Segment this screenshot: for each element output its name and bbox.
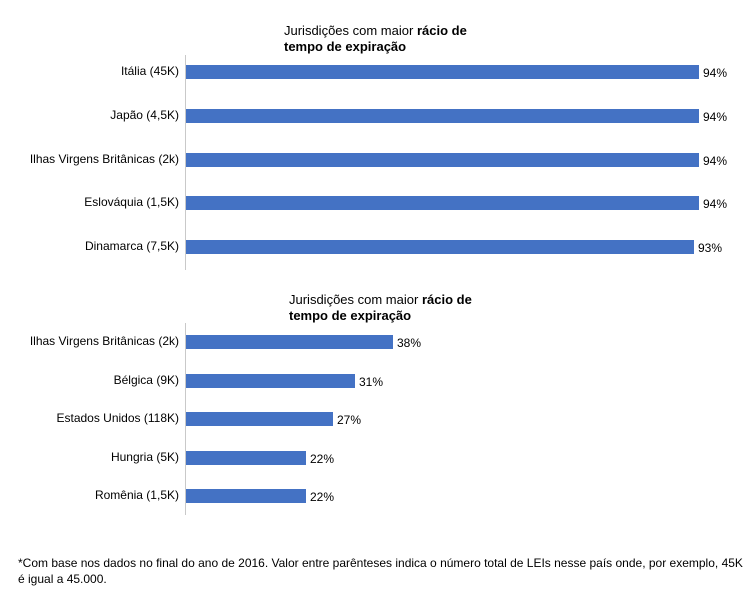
- chart-top-category-label: Eslováquia (1,5K): [84, 195, 179, 210]
- chart-bottom-category-label: Estados Unidos (118K): [56, 411, 179, 425]
- chart-bottom-title-prefix: Jurisdições com maior: [289, 292, 419, 307]
- chart-top-axis: [185, 55, 186, 270]
- chart-top-value-label: 94%: [703, 197, 728, 212]
- chart-top-bar: [186, 152, 699, 167]
- chart-bottom-axis: [185, 323, 186, 515]
- chart-top-title-prefix: Jurisdições com maior: [284, 23, 414, 38]
- chart-bottom-value-label: 27%: [337, 413, 362, 427]
- chart-bottom-category-label: Bélgica (9K): [113, 372, 179, 387]
- chart-bottom-bar: [186, 450, 306, 465]
- chart-bottom-value-label: 31%: [359, 374, 384, 389]
- chart-top-category-label: Dinamarca (7,5K): [84, 239, 179, 253]
- chart-bottom-category-label: Hungria (5K): [110, 449, 179, 464]
- chart-bottom-title-bold-2: tempo de expiração: [289, 308, 412, 323]
- chart-bottom-bar: [186, 412, 333, 426]
- chart-bottom-title-bold-1: rácio de: [421, 292, 472, 307]
- chart-bottom-bar: [186, 373, 355, 388]
- chart-top-bar: [186, 108, 699, 123]
- chart-top-title-bold-2: tempo de expiração: [284, 39, 407, 54]
- chart-bottom-value-label: 22%: [310, 451, 335, 466]
- chart-top-value-label: 94%: [703, 153, 728, 168]
- chart-top-bar: [186, 65, 699, 79]
- chart-top-category-label: Itália (45K): [120, 64, 179, 78]
- chart-top: Jurisdições com maior rácio de tempo de …: [0, 0, 750, 280]
- chart-top-bar: [186, 240, 694, 254]
- chart-bottom-bar: [186, 335, 393, 349]
- footnote: *Com base nos dados no final do ano de 2…: [18, 556, 743, 586]
- chart-top-title: Jurisdições com maior rácio de tempo de …: [284, 23, 467, 55]
- chart-top-bar: [186, 196, 699, 211]
- chart-top-value-label: 94%: [703, 66, 728, 80]
- chart-bottom-value-label: 38%: [397, 336, 422, 350]
- chart-top-title-bold-1: rácio de: [416, 23, 467, 38]
- chart-bottom-category-label: Romênia (1,5K): [94, 488, 179, 502]
- chart-bottom-title: Jurisdições com maior rácio de tempo de …: [289, 292, 472, 324]
- chart-top-category-label: Ilhas Virgens Britânicas (2k): [29, 151, 179, 166]
- chart-bottom-bar: [186, 489, 306, 503]
- chart-top-value-label: 94%: [703, 109, 728, 124]
- chart-bottom-value-label: 22%: [310, 490, 335, 504]
- chart-top-category-label: Japão (4,5K): [110, 107, 179, 122]
- chart-top-value-label: 93%: [698, 241, 723, 255]
- chart-bottom: Jurisdições com maior rácio de tempo de …: [29, 292, 472, 515]
- chart-bottom-category-label: Ilhas Virgens Britânicas (2k): [29, 334, 179, 348]
